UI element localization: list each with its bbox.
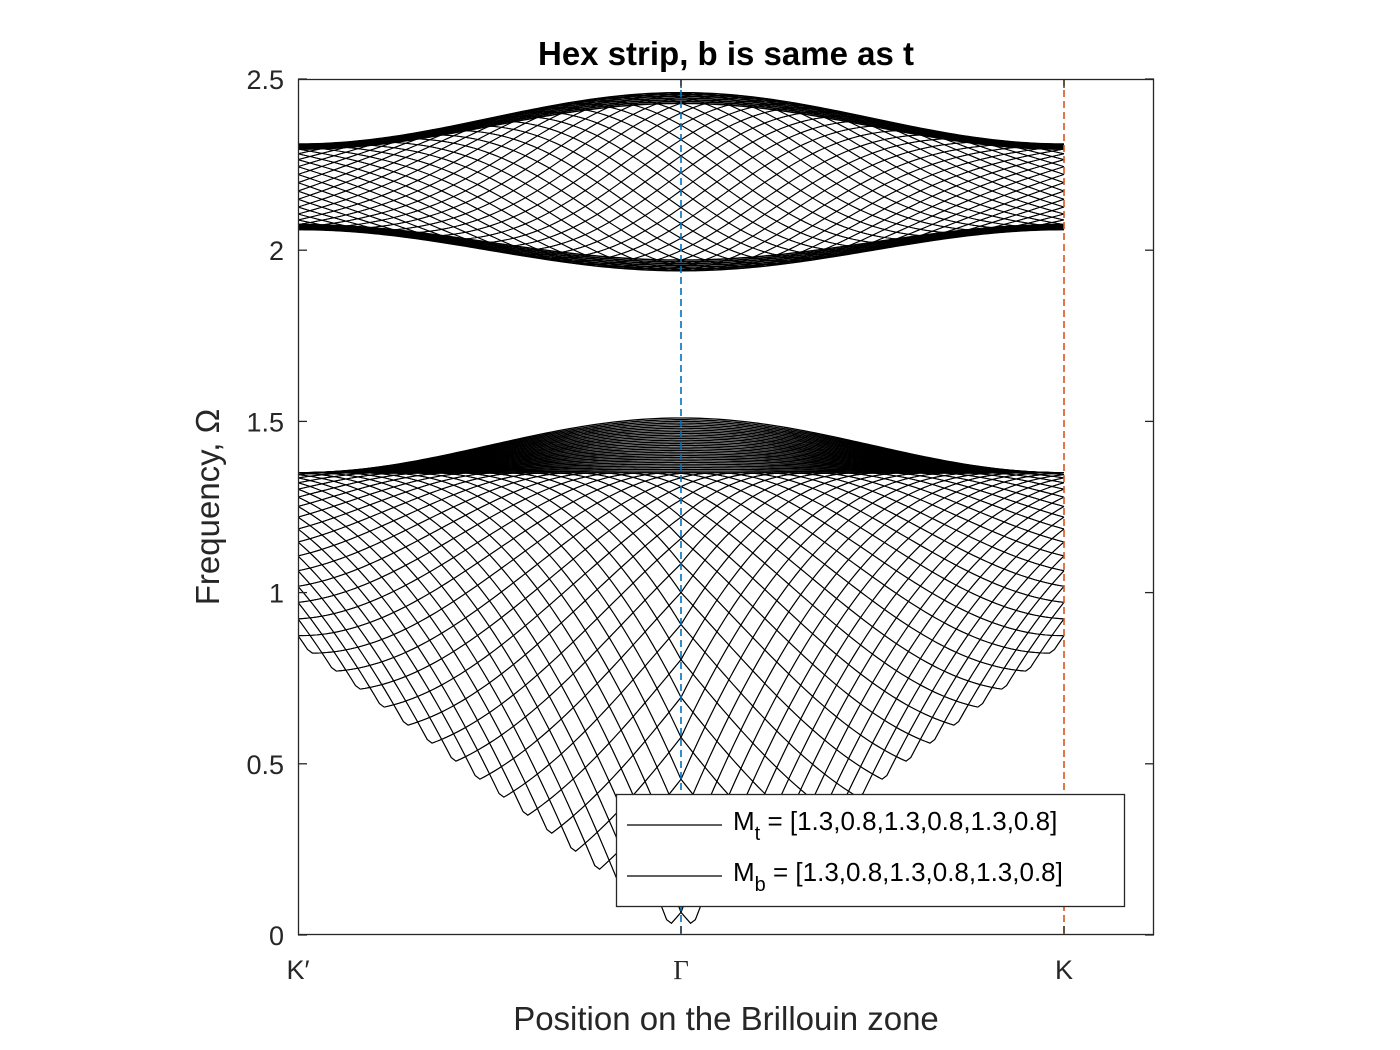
- band-curve: [298, 106, 1065, 248]
- legend-label-top: Mt = [1.3,0.8,1.3,0.8,1.3,0.8]: [733, 806, 1057, 845]
- x-tick-label: K′: [286, 955, 309, 985]
- band-curve: [298, 472, 1065, 726]
- band-curve: [298, 472, 1065, 780]
- y-axis: 0 0.5 1 1.5 2 2.5: [246, 65, 1154, 951]
- x-axis: K′ Γ K: [286, 79, 1073, 985]
- plot-area-frame: [297, 78, 1155, 936]
- legend: Mt = [1.3,0.8,1.3,0.8,1.3,0.8] Mb = [1.3…: [615, 793, 1126, 908]
- y-tick-label: 2.5: [246, 65, 284, 95]
- band-curve: [298, 417, 1065, 474]
- legend-box: [615, 793, 1126, 908]
- y-tick-label: 1: [269, 579, 284, 609]
- band-curve: [298, 472, 1065, 816]
- chart-title: Hex strip, b is same as t: [538, 35, 914, 72]
- x-tick-label: K: [1055, 955, 1073, 985]
- x-tick-label: Γ: [673, 955, 689, 985]
- x-axis-title: Position on the Brillouin zone: [513, 1000, 939, 1037]
- legend-label-bottom: Mb = [1.3,0.8,1.3,0.8,1.3,0.8]: [733, 857, 1063, 896]
- y-tick-label: 0: [269, 921, 284, 951]
- y-tick-label: 1.5: [246, 407, 284, 437]
- band-curve: [298, 472, 1065, 924]
- band-curve: [298, 472, 1065, 870]
- y-tick-label: 0.5: [246, 750, 284, 780]
- band-curve: [298, 120, 1065, 259]
- band-curve: [298, 472, 1065, 744]
- y-axis-title: Frequency, Ω: [189, 409, 226, 605]
- band-curve: [298, 223, 1065, 261]
- band-curve: [298, 472, 1065, 852]
- y-tick-label: 2: [269, 236, 284, 266]
